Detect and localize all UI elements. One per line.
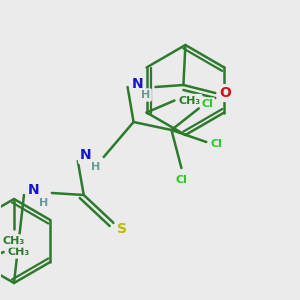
Text: S: S	[117, 222, 127, 236]
Text: CH₃: CH₃	[3, 236, 25, 246]
Text: N: N	[132, 77, 143, 91]
Text: N: N	[80, 148, 92, 162]
Text: Cl: Cl	[176, 175, 188, 185]
Text: Cl: Cl	[210, 139, 222, 149]
Text: Cl: Cl	[201, 99, 213, 109]
Text: H: H	[39, 198, 49, 208]
Text: CH₃: CH₃	[8, 247, 30, 257]
Text: N: N	[28, 183, 40, 197]
Text: H: H	[91, 162, 100, 172]
Text: H: H	[141, 90, 150, 100]
Text: CH₃: CH₃	[178, 95, 201, 106]
Text: O: O	[219, 86, 231, 100]
